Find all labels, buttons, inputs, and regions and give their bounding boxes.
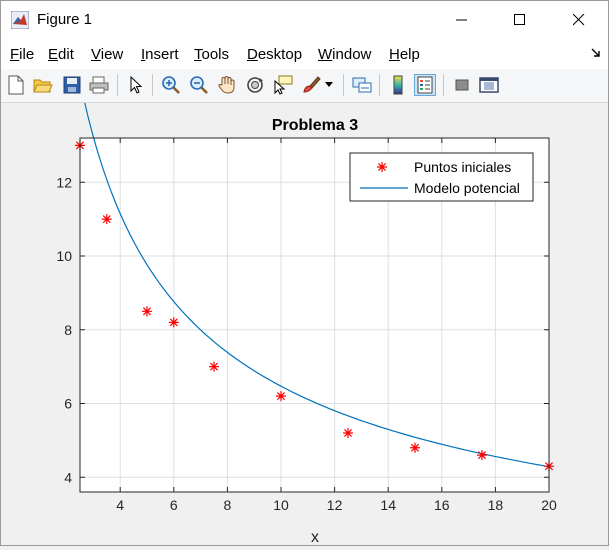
close-button[interactable]	[550, 1, 608, 39]
menu-desktop[interactable]: Desktop	[247, 46, 303, 63]
save-icon	[63, 76, 81, 94]
link-plot-icon	[352, 77, 372, 93]
menu-bar: File Edit View Insert Tools Desktop Wind…	[1, 39, 608, 69]
toolbar-separator	[152, 74, 153, 96]
x-tick-label: 12	[327, 497, 343, 513]
hide-plot-tools-icon	[455, 79, 469, 91]
figure-toolbar	[1, 69, 608, 103]
plot-svg: Problema 3 4 6 8 10 12 14 16 18 20 4 6 8 10 12 Puntos …	[56, 81, 557, 546]
dock-arrow-icon[interactable]	[591, 47, 601, 57]
data-point-marker	[276, 391, 286, 402]
y-tick-label: 8	[64, 322, 72, 338]
zoom-in-button[interactable]	[160, 74, 182, 96]
menu-tools[interactable]: Tools	[194, 46, 230, 63]
link-plot-button[interactable]	[351, 74, 373, 96]
figure-canvas: Problema 3 4 6 8 10 12 14 16 18 20 4 6 8 10 12 Puntos …	[1, 81, 608, 546]
legend-label: Modelo potencial	[414, 180, 520, 196]
colorbar-icon	[393, 75, 403, 95]
window-title: Figure 1	[37, 11, 93, 28]
legend-marker	[377, 162, 387, 172]
pointer-icon	[130, 76, 143, 94]
minimize-button[interactable]	[433, 1, 491, 39]
print-icon	[89, 76, 109, 94]
pan-button[interactable]	[216, 74, 238, 96]
x-tick-label: 8	[224, 497, 232, 513]
data-point-marker	[142, 306, 152, 317]
close-icon	[573, 14, 585, 26]
x-tick-label: 16	[434, 497, 450, 513]
menu-file[interactable]: File	[10, 46, 35, 63]
x-tick-label: 10	[273, 497, 289, 513]
y-tick-label: 4	[64, 469, 72, 485]
rotate-3d-icon	[247, 77, 263, 93]
pan-icon	[218, 75, 235, 94]
legend-box[interactable]	[349, 152, 534, 202]
x-tick-label: 6	[170, 497, 178, 513]
legend-icon	[417, 76, 433, 94]
pointer-button[interactable]	[125, 74, 147, 96]
matlab-logo-icon	[11, 11, 29, 29]
brush-button[interactable]	[300, 74, 322, 96]
zoom-out-button[interactable]	[188, 74, 210, 96]
rotate-3d-button[interactable]	[244, 74, 266, 96]
title-bar[interactable]: Figure 1	[1, 1, 608, 39]
new-figure-button[interactable]	[5, 74, 27, 96]
maximize-icon	[514, 14, 525, 25]
chart-title: Problema 3	[272, 117, 358, 134]
zoom-out-icon	[190, 76, 208, 94]
brush-dropdown-icon	[325, 82, 333, 87]
toolbar-separator	[379, 74, 380, 96]
open-file-icon	[33, 79, 53, 93]
data-point-marker	[101, 214, 112, 225]
new-figure-icon	[8, 75, 24, 95]
data-point-marker	[343, 428, 353, 438]
maximize-button[interactable]	[491, 1, 549, 39]
hide-plot-tools-button[interactable]	[451, 74, 473, 96]
y-tick-label: 6	[64, 396, 72, 412]
open-file-button[interactable]	[32, 74, 54, 96]
brush-icon	[303, 76, 321, 93]
axes-box	[79, 137, 550, 493]
data-point-marker	[209, 361, 219, 372]
data-cursor-button[interactable]	[272, 74, 294, 96]
show-plot-tools-button[interactable]	[478, 74, 500, 96]
series-line-modelo-potencial	[79, 81, 550, 468]
toolbar-separator	[343, 74, 344, 96]
x-tick-label: 14	[380, 497, 396, 513]
x-axis-label: x	[311, 529, 319, 545]
data-cursor-icon	[274, 75, 293, 95]
colorbar-button[interactable]	[387, 74, 409, 96]
brush-dropdown-button[interactable]	[323, 74, 335, 96]
legend-button[interactable]	[414, 74, 436, 96]
show-plot-tools-icon	[479, 77, 499, 93]
toolbar-separator	[443, 74, 444, 96]
y-tick-label: 10	[56, 248, 72, 264]
zoom-in-icon	[162, 76, 180, 94]
menu-help[interactable]: Help	[389, 46, 420, 63]
menu-view[interactable]: View	[91, 46, 124, 63]
minimize-icon	[456, 19, 467, 21]
toolbar-separator	[117, 74, 118, 96]
x-tick-label: 4	[116, 497, 124, 513]
data-point-marker	[168, 317, 179, 328]
menu-insert[interactable]: Insert	[141, 46, 179, 63]
x-tick-label: 20	[541, 497, 557, 513]
menu-window[interactable]: Window	[318, 46, 372, 63]
y-tick-label: 12	[56, 174, 72, 190]
menu-edit[interactable]: Edit	[48, 46, 74, 63]
x-tick-label: 18	[488, 497, 504, 513]
save-button[interactable]	[61, 74, 83, 96]
legend-label: Puntos iniciales	[414, 159, 511, 175]
data-point-marker	[410, 442, 420, 453]
data-point-marker	[477, 450, 487, 461]
print-button[interactable]	[88, 74, 110, 96]
